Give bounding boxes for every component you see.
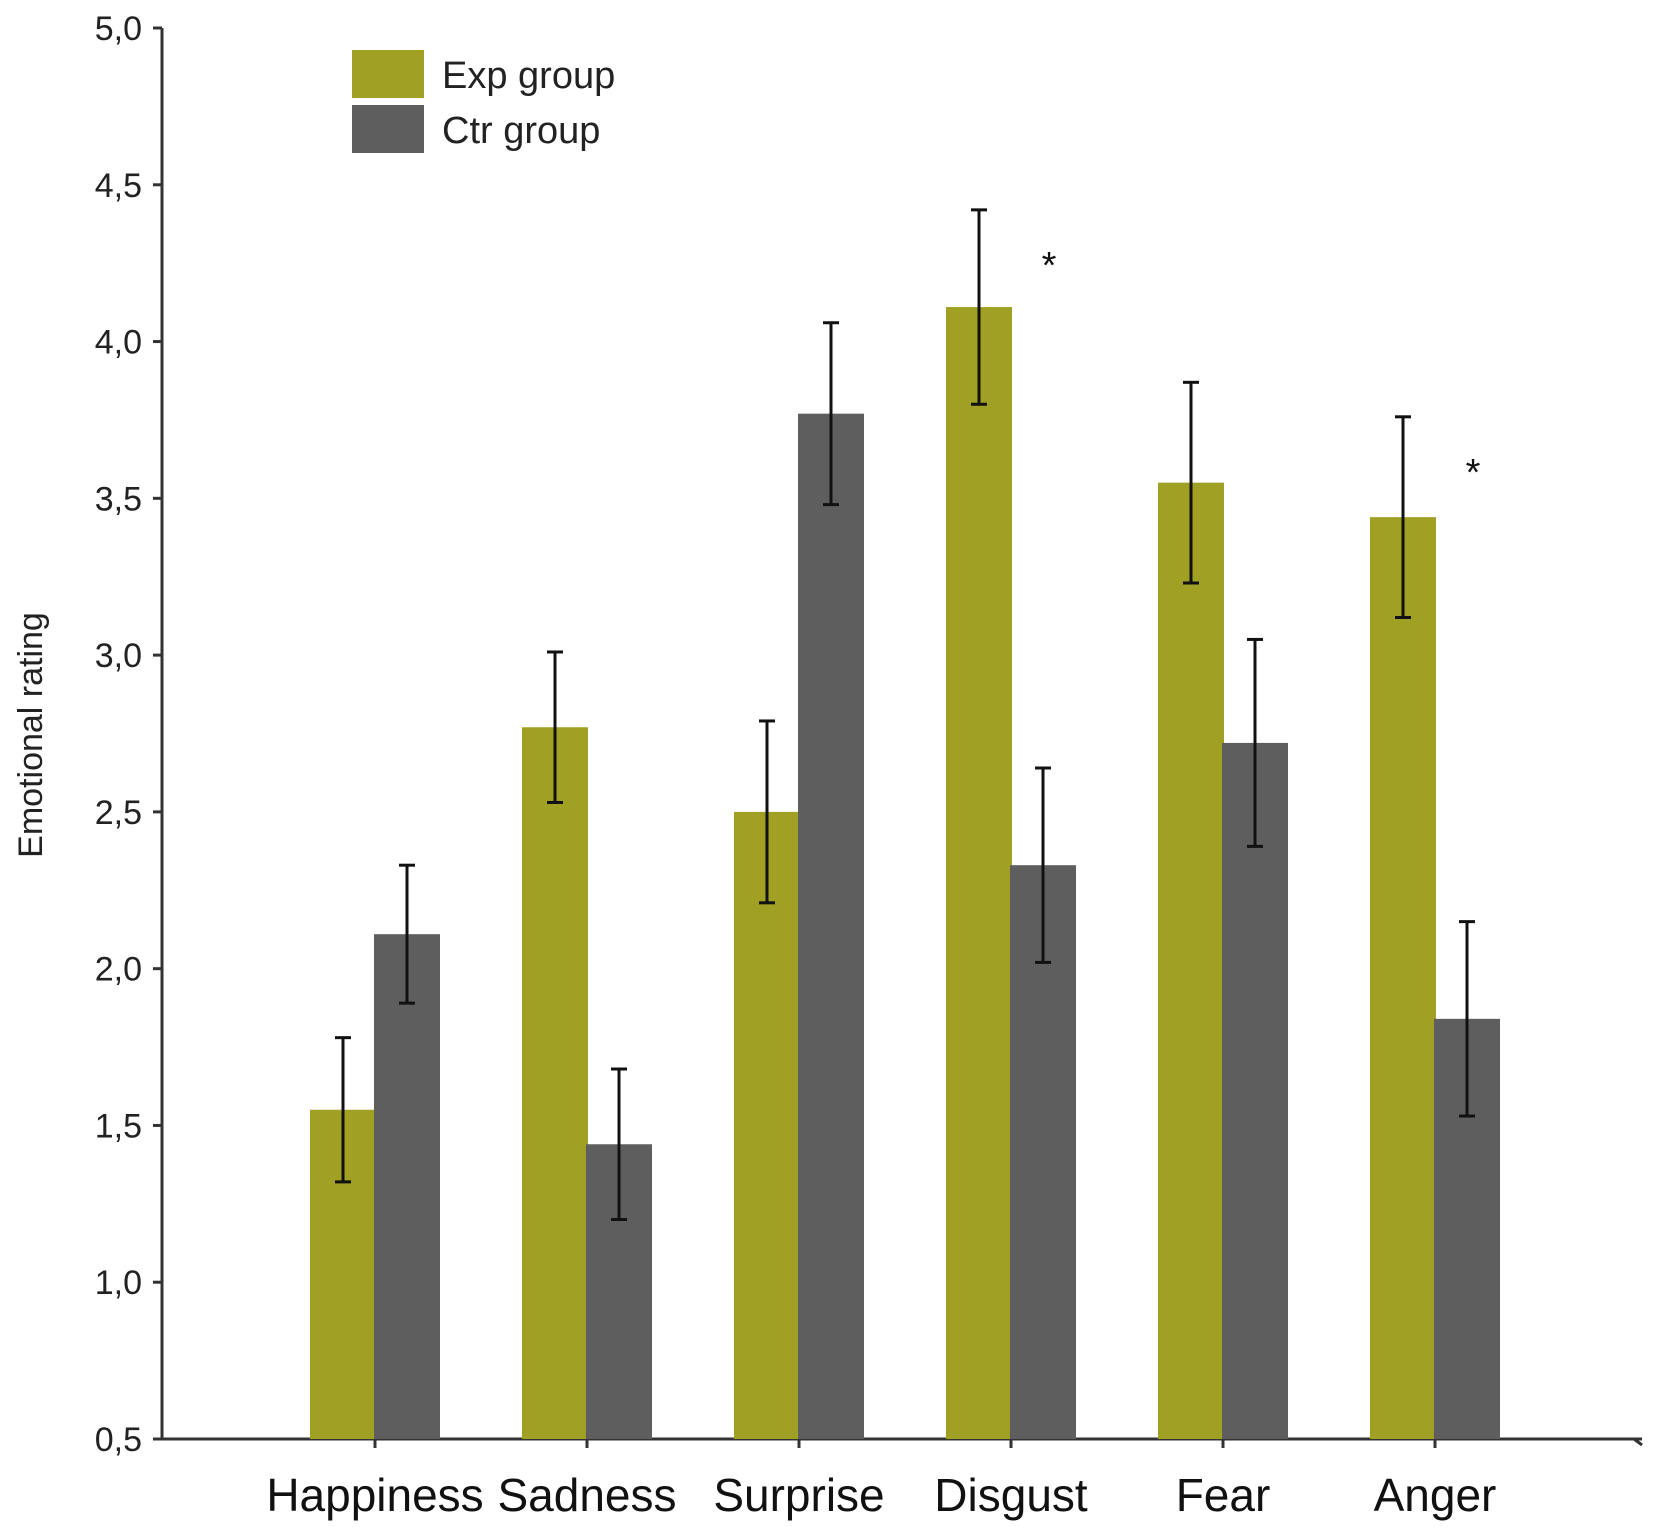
exp-error-bar-fear — [1183, 380, 1199, 585]
bars — [310, 307, 1500, 1440]
y-axis: 0,5 1,0 1,5 2,0 2,5 3,0 3,5 4,0 4,5 5,0 — [95, 10, 164, 1459]
exp-bar-sadness — [522, 727, 588, 1439]
ctr-error-bar-sadness — [611, 1067, 627, 1222]
y-axis-title: Emotional rating — [12, 612, 50, 858]
legend: Exp group Ctr group — [352, 50, 615, 153]
legend-label-ctr: Ctr group — [442, 110, 600, 152]
y-tick-label: 0,5 — [95, 1421, 142, 1459]
exp-bar-fear — [1158, 482, 1224, 1440]
y-tick-label: 5,0 — [95, 10, 142, 48]
legend-swatch-exp — [352, 50, 424, 98]
y-tick-label: 2,0 — [95, 951, 142, 989]
legend-label-exp: Exp group — [442, 55, 615, 97]
y-tick-label: 4,0 — [95, 324, 142, 362]
y-tick-label: 4,5 — [95, 167, 142, 205]
x-tick-label: Fear — [1176, 1469, 1271, 1521]
error-bars — [335, 208, 1475, 1222]
exp-bar-surprise — [734, 811, 800, 1439]
x-tick-label: Surprise — [713, 1469, 884, 1521]
x-axis-end-tick — [1633, 1437, 1643, 1447]
exp-error-bar-surprise — [759, 719, 775, 905]
x-tick-label: Sadness — [497, 1469, 676, 1521]
exp-bar-disgust — [946, 307, 1012, 1439]
ctr-error-bar-happiness — [399, 863, 415, 1005]
y-tick-label: 3,5 — [95, 480, 142, 518]
ctr-error-bar-disgust — [1035, 766, 1051, 964]
significance-marks: ** — [1042, 245, 1481, 494]
y-tick-label: 1,0 — [95, 1264, 142, 1302]
ctr-bar-fear — [1222, 742, 1288, 1439]
ctr-bar-happiness — [374, 934, 440, 1439]
exp-error-bar-disgust — [971, 208, 987, 406]
x-axis: Happiness Sadness Surprise Disgust Fear Anger — [162, 1437, 1643, 1521]
exp-error-bar-anger — [1395, 415, 1411, 619]
x-tick-label: Happiness — [266, 1469, 483, 1521]
exp-bar-anger — [1370, 517, 1436, 1439]
ctr-error-bar-surprise — [823, 321, 839, 507]
x-tick-label: Anger — [1374, 1469, 1497, 1521]
legend-swatch-ctr — [352, 105, 424, 153]
significance-asterisk: * — [1466, 452, 1481, 494]
y-tick-label: 2,5 — [95, 794, 142, 832]
significance-asterisk: * — [1042, 245, 1057, 287]
x-tick-label: Disgust — [934, 1469, 1088, 1521]
y-tick-label: 1,5 — [95, 1107, 142, 1145]
ctr-error-bar-anger — [1459, 920, 1475, 1118]
exp-error-bar-sadness — [547, 650, 563, 804]
exp-error-bar-happiness — [335, 1036, 351, 1184]
ctr-bar-surprise — [798, 413, 864, 1439]
y-tick-label: 3,0 — [95, 637, 142, 675]
ctr-error-bar-fear — [1247, 637, 1263, 848]
